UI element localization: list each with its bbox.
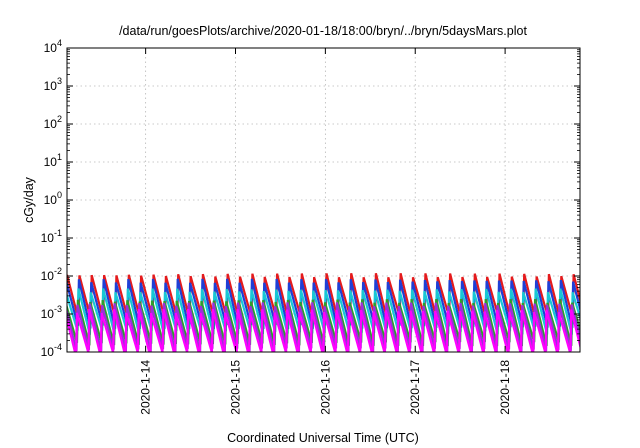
x-tick-label: 2020-1-15	[229, 360, 243, 415]
chart-title: /data/run/goesPlots/archive/2020-01-18/1…	[119, 24, 527, 38]
x-tick-label: 2020-1-18	[498, 360, 512, 415]
y-tick-label: 100	[44, 190, 62, 207]
y-tick-label: 103	[44, 76, 62, 93]
y-axis-title: cGy/day	[22, 176, 36, 223]
x-axis: 2020-1-14 2020-1-15 2020-1-16 2020-1-17 2020…	[139, 48, 512, 415]
series-group	[67, 273, 580, 352]
x-tick-label: 2020-1-17	[408, 360, 422, 415]
y-axis: 10-4 10-3 10-2 10-1 100 101 102 103 104	[41, 38, 580, 359]
x-axis-title: Coordinated Universal Time (UTC)	[227, 431, 419, 445]
y-tick-label: 10-2	[41, 266, 62, 283]
y-tick-label: 101	[44, 152, 62, 169]
series-line-6	[67, 308, 580, 352]
y-tick-label: 102	[44, 114, 62, 131]
x-tick-label: 2020-1-14	[139, 360, 153, 415]
y-tick-label: 10-1	[41, 228, 62, 245]
y-tick-label: 104	[44, 38, 62, 55]
y-tick-label: 10-3	[41, 304, 62, 321]
x-tick-label: 2020-1-16	[318, 360, 332, 415]
y-tick-label: 10-4	[41, 342, 62, 359]
